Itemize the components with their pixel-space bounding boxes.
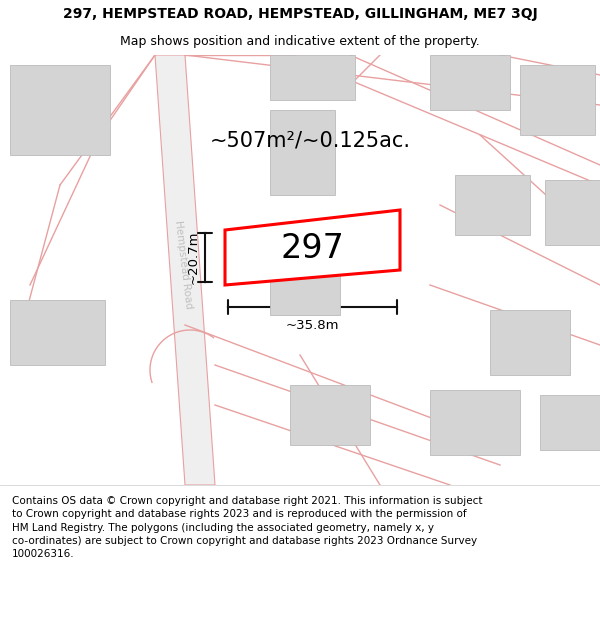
Polygon shape	[225, 210, 400, 285]
Text: 297: 297	[281, 232, 344, 265]
Polygon shape	[455, 175, 530, 235]
Polygon shape	[520, 65, 595, 135]
Text: ~35.8m: ~35.8m	[286, 319, 339, 332]
Polygon shape	[10, 65, 110, 155]
Text: ~20.7m: ~20.7m	[187, 231, 200, 284]
Polygon shape	[270, 240, 340, 315]
Polygon shape	[290, 385, 370, 445]
Polygon shape	[430, 55, 510, 110]
Polygon shape	[10, 300, 105, 365]
Text: ~507m²/~0.125ac.: ~507m²/~0.125ac.	[209, 130, 410, 150]
Text: Map shows position and indicative extent of the property.: Map shows position and indicative extent…	[120, 35, 480, 48]
Polygon shape	[490, 310, 570, 375]
Text: Contains OS data © Crown copyright and database right 2021. This information is : Contains OS data © Crown copyright and d…	[12, 496, 482, 559]
Polygon shape	[270, 110, 335, 195]
Polygon shape	[545, 180, 600, 245]
Polygon shape	[270, 55, 355, 100]
Polygon shape	[430, 390, 520, 455]
Polygon shape	[155, 55, 215, 485]
Text: 297, HEMPSTEAD ROAD, HEMPSTEAD, GILLINGHAM, ME7 3QJ: 297, HEMPSTEAD ROAD, HEMPSTEAD, GILLINGH…	[62, 7, 538, 21]
Text: Hempstead Road: Hempstead Road	[173, 220, 193, 310]
Polygon shape	[540, 395, 600, 450]
